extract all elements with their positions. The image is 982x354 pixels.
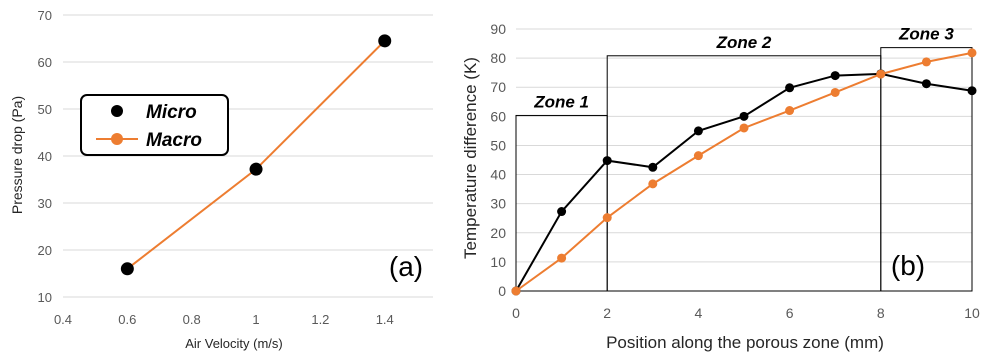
y-tick-label: 50 [490,137,506,153]
x-tick-label: 0.6 [118,312,136,327]
data-point-micro [249,162,263,176]
y-tick-label: 20 [490,225,506,241]
legend-entry-macro: Macro [96,130,202,151]
x-axis-title: Position along the porous zone (mm) [606,333,884,352]
y-tick-label: 50 [38,102,52,117]
x-tick-label: 4 [695,305,703,321]
y-tick-label: 0 [498,283,506,299]
legend-entry-micro: Micro [111,102,197,123]
data-point-micro [120,262,134,276]
data-point [785,106,795,116]
y-tick-label: 40 [38,149,52,164]
legend-label-micro: Micro [146,102,197,123]
y-tick-label: 30 [490,196,506,212]
y-tick-label: 30 [38,196,52,211]
data-point [739,123,749,133]
y-tick-label: 10 [38,290,52,305]
data-point [830,87,840,97]
data-point [967,86,977,96]
y-tick-label: 60 [490,108,506,124]
data-point [557,253,567,263]
x-tick-label: 0.8 [183,312,201,327]
zone-box [880,47,973,292]
panel-label: (b) [891,250,925,281]
legend: Micro Macro [80,94,229,156]
y-tick-label: 60 [38,55,52,70]
data-point [921,79,931,89]
y-tick-label: 70 [38,8,52,23]
data-point [967,48,977,58]
x-tick-label: 1 [252,312,259,327]
legend-marker-micro [111,105,123,117]
data-point [602,213,612,223]
panel-label: (a) [389,251,423,282]
data-point [693,151,703,161]
x-axis-title: Air Velocity (m/s) [185,336,283,351]
x-tick-label: 1.2 [311,312,329,327]
x-tick-label: 1.4 [376,312,394,327]
data-point-micro [378,34,392,48]
data-point [648,162,658,172]
data-point [785,83,795,93]
data-point [557,207,567,217]
data-point [876,69,886,79]
data-point [511,286,521,296]
x-tick-label: 8 [877,305,885,321]
chart-temperature-difference: Zone 1 Zone 2 Zone 3 0 10 20 30 40 50 60 70 80 90 0 2… [461,21,980,352]
x-tick-label: 0.4 [54,312,72,327]
y-tick-label: 70 [490,79,506,95]
y-tick-label: 40 [490,167,506,183]
zone-label: Zone 2 [716,33,772,52]
x-tick-label: 0 [512,305,520,321]
zone-label: Zone 3 [898,25,954,44]
chart-pressure-drop: 10 20 30 40 50 60 70 0.4 0.6 0.8 1 1.2 1.4 Air Veloc… [9,8,433,351]
data-point [830,71,840,81]
data-point [693,126,703,136]
x-tick-label: 10 [964,305,980,321]
x-tick-label: 2 [603,305,611,321]
data-point [602,156,612,166]
y-tick-label: 10 [490,254,506,270]
x-tick-label: 6 [786,305,794,321]
y-tick-label: 80 [490,50,506,66]
y-axis-title: Pressure drop (Pa) [9,96,25,214]
data-point [648,179,658,189]
y-tick-label: 90 [490,21,506,37]
y-axis-title: Temperature difference (K) [461,57,480,259]
legend-marker-macro [111,133,123,145]
zone-label: Zone 1 [533,92,589,111]
y-tick-label: 20 [38,243,52,258]
data-point [739,111,749,121]
legend-label-macro: Macro [146,130,202,151]
data-point [921,57,931,67]
